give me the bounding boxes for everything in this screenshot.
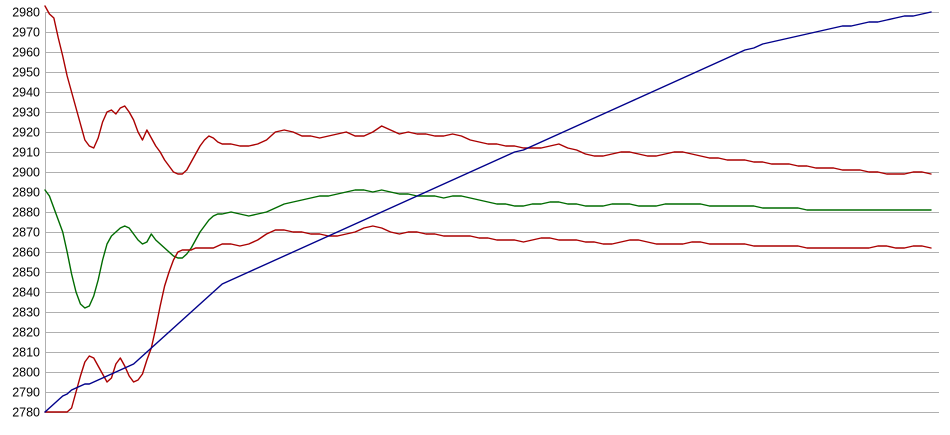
y-tick-label: 2970 [12, 26, 40, 40]
blue-series [44, 11, 932, 413]
y-tick-label: 2880 [12, 206, 40, 220]
y-tick-label: 2910 [12, 146, 40, 160]
y-tick-label: 2850 [12, 266, 40, 280]
y-tick-label: 2780 [12, 406, 40, 420]
green-series [44, 189, 932, 309]
y-tick-label: 2890 [12, 186, 40, 200]
y-tick-label: 2930 [12, 106, 40, 120]
y-axis-tick-labels: 2980 2970 2960 2950 2940 2930 2920 2910 2900 2890… [12, 6, 40, 420]
y-tick-label: 2800 [12, 366, 40, 380]
y-tick-label: 2980 [12, 6, 40, 20]
upper-red-series [44, 5, 932, 175]
lower-red-series [44, 225, 932, 413]
y-tick-label: 2940 [12, 86, 40, 100]
gridlines [45, 12, 939, 413]
y-tick-label: 2830 [12, 306, 40, 320]
y-tick-label: 2860 [12, 246, 40, 260]
y-tick-label: 2900 [12, 166, 40, 180]
data-series [44, 5, 932, 413]
y-tick-label: 2790 [12, 386, 40, 400]
y-tick-label: 2820 [12, 326, 40, 340]
y-tick-label: 2810 [12, 346, 40, 360]
y-tick-label: 2960 [12, 46, 40, 60]
y-tick-label: 2840 [12, 286, 40, 300]
y-tick-label: 2920 [12, 126, 40, 140]
y-tick-label: 2870 [12, 226, 40, 240]
y-tick-label: 2950 [12, 66, 40, 80]
